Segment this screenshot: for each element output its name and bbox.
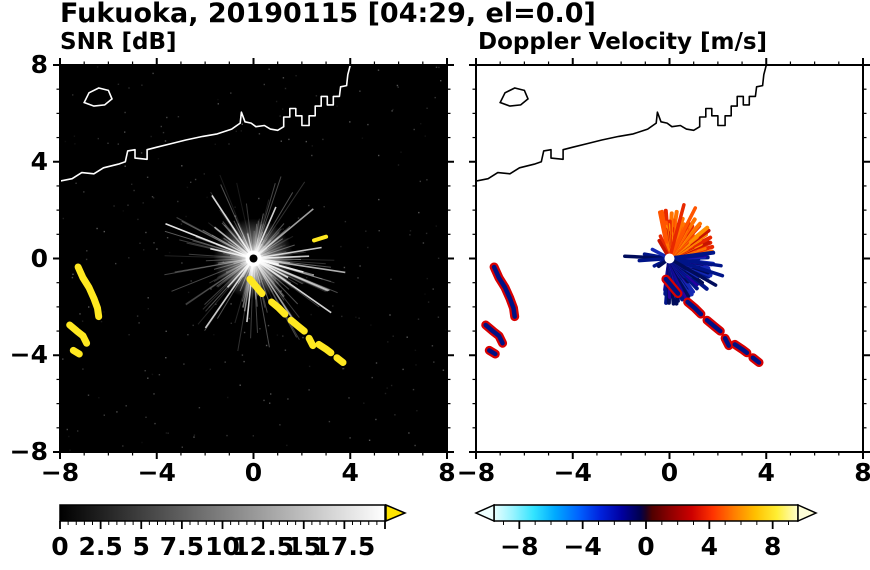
velocity-colorbar-gradient [493,504,799,522]
y-tick-label: −4 [9,340,48,370]
coastline [476,65,768,182]
snr-echo [69,346,83,358]
snr-echo [315,340,335,357]
snr-echo [333,354,347,366]
snr-panel-title: SNR [dB] [60,29,177,55]
velocity-ppi-plot [469,58,870,459]
velocity-echo [750,355,762,365]
snr-x-tick-label: 8 [438,458,456,487]
snr-field [60,65,447,452]
snr-echo [305,334,317,350]
snr-echo [66,321,91,347]
snr-x-tick-label: −4 [137,458,176,487]
velocity-panel-title: Doppler Velocity [m/s] [478,29,768,55]
velocity-colorbar-label: −8 [500,532,539,561]
velocity-colorbar-label: 4 [700,532,719,561]
velocity-echo [722,336,732,348]
snr-x-tick-label: 4 [341,458,359,487]
vel-x-tick-label: 4 [757,458,775,487]
snr-colorbar-label: 15 [286,532,322,561]
figure-title: Fukuoka, 20190115 [04:29, el=0.0] [60,0,596,29]
snr-colorbar-label: 12.5 [232,532,294,561]
snr-over-range-arrow [385,503,407,523]
snr-colorbar-label: 2.5 [78,532,123,561]
snr-colorbar-label: 5 [132,532,150,561]
velocity-echo [487,348,498,357]
velocity-echo [704,317,723,334]
velocity-echo [483,322,505,346]
snr-colorbar-label: 17.5 [313,532,376,561]
snr-colorbar-label: 10 [205,532,240,561]
snr-ppi-plot [53,58,454,459]
velocity-echo [685,299,704,317]
y-tick-label: 0 [30,243,48,273]
snr-colorbar-label: 0 [51,532,69,561]
snr-echo [268,298,289,318]
snr-colorbar [59,503,407,529]
coastline [60,65,352,182]
island-outline [499,87,529,107]
velocity-colorbar-label: 0 [637,532,655,561]
velocity-echo [732,342,750,356]
y-tick-label: −8 [9,437,48,466]
velocity-over-range-arrow [797,503,818,523]
velocity-colorbar-label: 8 [763,532,782,561]
radar-origin [249,254,258,263]
snr-echo [246,275,266,298]
snr-echo [74,263,103,321]
snr-x-tick-label: 0 [244,458,263,487]
vel-x-tick-label: −4 [553,458,592,487]
snr-colorbar-gradient [59,504,386,522]
velocity-toward-spike [669,250,716,261]
y-tick-label: 4 [30,146,48,176]
velocity-field [476,65,768,367]
snr-echo [287,316,308,335]
velocity-colorbar [474,503,818,529]
velocity-under-range-arrow [474,503,495,523]
vel-x-tick-label: 0 [660,458,679,487]
snr-echo-streak [312,234,329,243]
vel-x-tick-label: 8 [854,458,870,487]
velocity-echo [663,276,681,296]
y-tick-label: 8 [30,50,48,79]
snr-x-tick-label: −8 [40,458,80,487]
vel-x-tick-label: −8 [456,458,496,487]
velocity-echo [491,264,517,319]
island-outline [83,87,113,107]
snr-colorbar-label: 7.5 [159,532,205,561]
velocity-colorbar-label: −4 [563,532,602,561]
radar-origin [664,253,675,264]
